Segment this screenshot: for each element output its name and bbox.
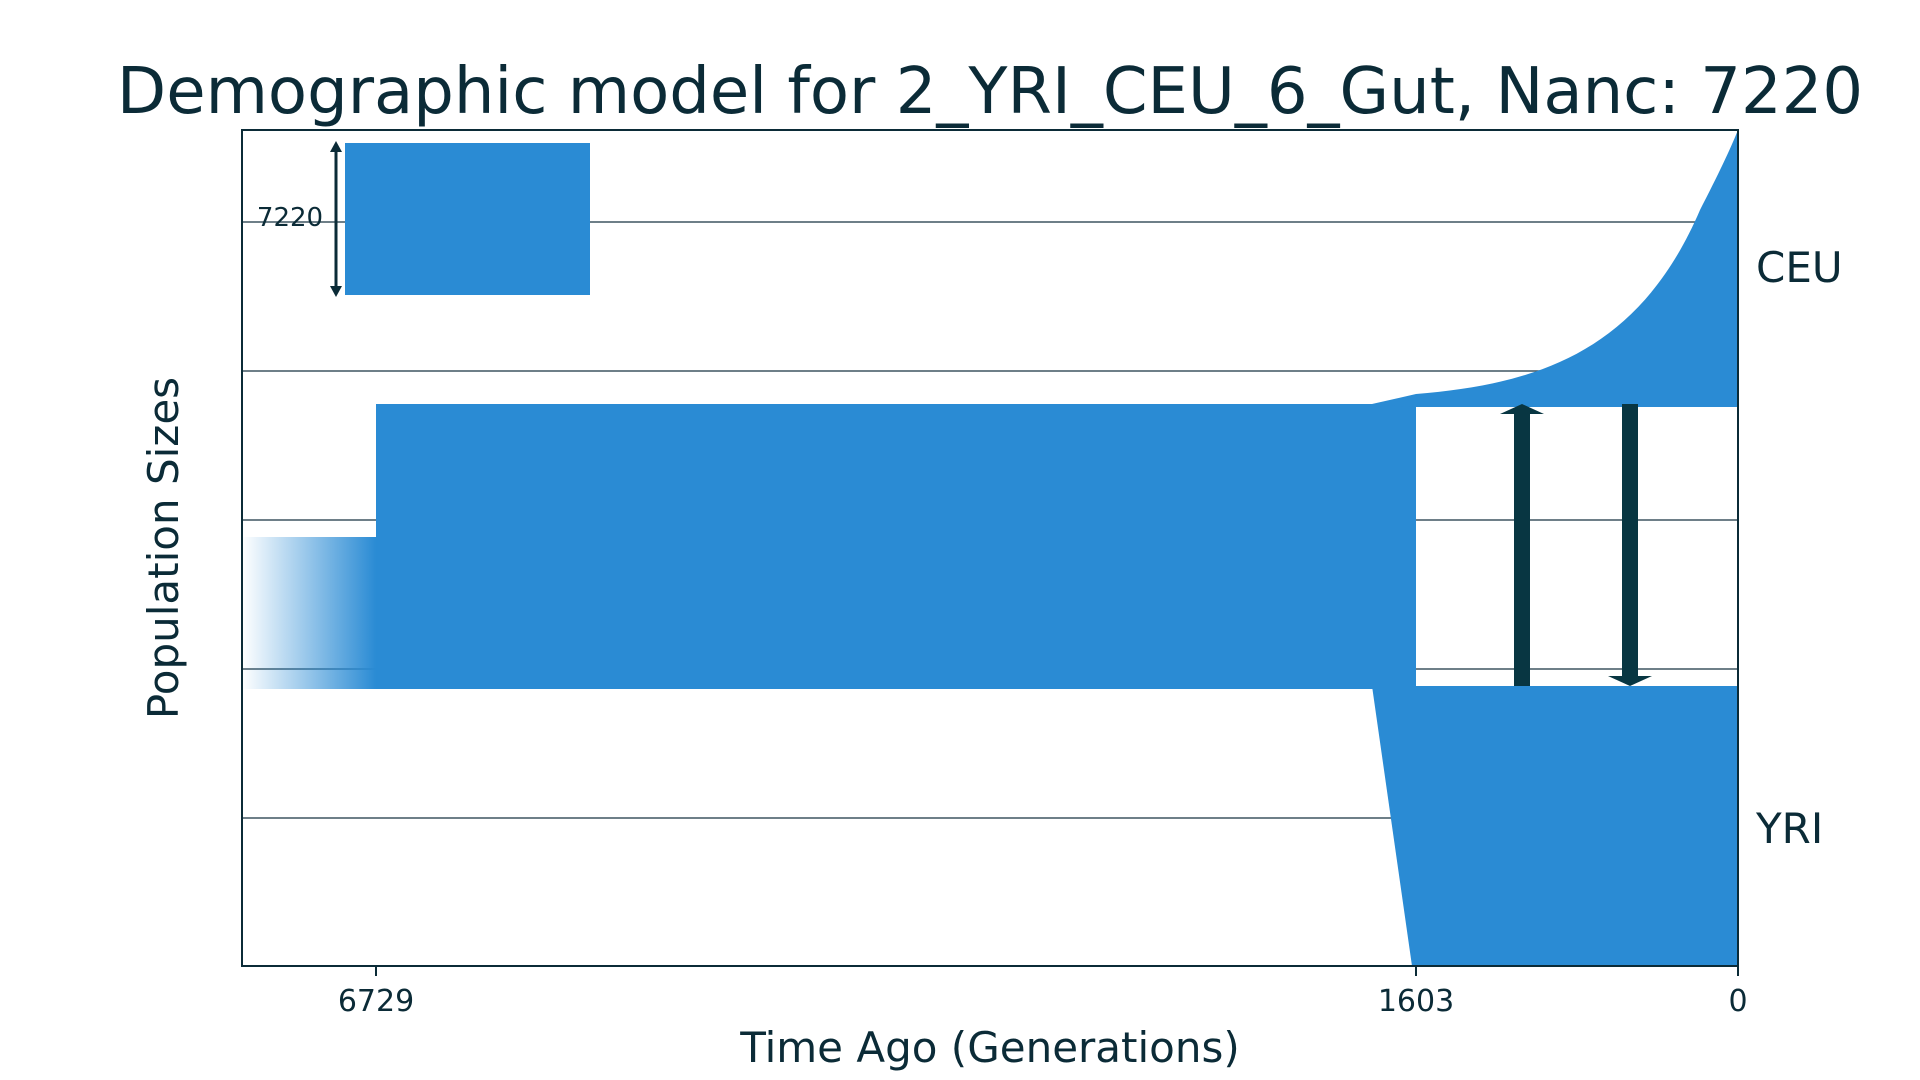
- migration-arrow-ceu-to-yri-head: [1608, 676, 1652, 686]
- scale-bar-box: [345, 143, 590, 295]
- population-label-yri: YRI: [1755, 804, 1823, 853]
- migration-arrow-ceu-to-yri-shaft: [1622, 404, 1638, 676]
- scale-bar-arrowhead-down: [330, 286, 342, 297]
- migration-arrows: [1500, 404, 1652, 686]
- y-axis-label: Population Sizes: [139, 377, 188, 719]
- x-axis: 6729 1603 0: [338, 966, 1748, 1019]
- x-axis-label: Time Ago (Generations): [739, 1023, 1240, 1072]
- x-tick-label: 0: [1728, 984, 1747, 1019]
- ancestral-population-split: [1372, 404, 1416, 689]
- migration-arrow-yri-to-ceu-shaft: [1514, 412, 1530, 686]
- chart-title: Demographic model for 2_YRI_CEU_6_Gut, N…: [117, 55, 1863, 129]
- ancestral-population-faded: [242, 537, 376, 689]
- migration-arrow-yri-to-ceu-head: [1500, 404, 1544, 414]
- x-tick-label: 6729: [338, 984, 414, 1019]
- size-scale-bar: 7220: [257, 141, 590, 297]
- yri-population-block: [1416, 686, 1738, 966]
- scale-bar-label: 7220: [257, 203, 323, 233]
- population-label-ceu: CEU: [1756, 243, 1843, 292]
- plot-frame: [241, 129, 1739, 967]
- ancestral-population: [376, 404, 1416, 538]
- x-tick-label: 1603: [1378, 984, 1454, 1019]
- ceu-population-growth: [1372, 130, 1738, 407]
- ancestral-population-lower: [376, 537, 1416, 689]
- population-blocks: [242, 130, 1738, 966]
- scale-bar-arrowhead-up: [330, 141, 342, 152]
